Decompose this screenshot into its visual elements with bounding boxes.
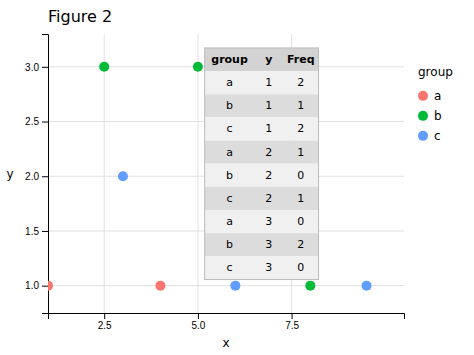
- table-cell: b: [226, 99, 233, 112]
- table-cell: 2: [297, 122, 304, 135]
- y-tick-label: 2.0: [25, 171, 39, 182]
- x-tick-mark: [104, 313, 105, 319]
- table-cell: a: [226, 146, 233, 159]
- table-cell: c: [227, 122, 233, 135]
- legend-title: group: [418, 65, 453, 79]
- x-tick-mark: [292, 313, 293, 319]
- plot: 2.5 5.0 7.5 1.0 1.5 2.0 2.5 3.0 group y Freq a 1 2 b 1 1…: [25, 34, 404, 331]
- table-cell: 3: [265, 261, 272, 274]
- y-tick: 3.0: [25, 62, 48, 73]
- x-tick-label: 2.5: [98, 320, 112, 331]
- point: [193, 62, 203, 72]
- table-border: [205, 48, 319, 280]
- y-tick: 1.0: [25, 280, 48, 291]
- table-row: [205, 187, 319, 210]
- y-tick-mark: [42, 231, 48, 232]
- table-cell: 3: [265, 215, 272, 228]
- points: [48, 62, 372, 291]
- table-row: [205, 210, 319, 233]
- table-cell: c: [227, 261, 233, 274]
- table-cell: a: [226, 76, 233, 89]
- legend-marker: [418, 91, 428, 101]
- table-row: [205, 71, 319, 94]
- table-cell: 3: [265, 238, 272, 251]
- table-cell: 2: [297, 76, 304, 89]
- legend-label: b: [434, 109, 442, 123]
- legend-marker: [418, 131, 428, 141]
- table-cell: a: [226, 215, 233, 228]
- x-tick: 5.0: [191, 313, 205, 331]
- y-axis-line: [42, 35, 49, 314]
- table-cell: 0: [297, 261, 304, 274]
- table-cell: 2: [265, 192, 272, 205]
- chart: 2.5 5.0 7.5 1.0 1.5 2.0 2.5 3.0 group y Freq a 1 2 b 1 1…: [0, 0, 474, 355]
- point: [118, 171, 128, 181]
- y-tick: 1.5: [25, 226, 48, 237]
- point: [305, 281, 315, 291]
- table-cell: 0: [297, 169, 304, 182]
- y-axis: 1.0 1.5 2.0 2.5 3.0: [25, 35, 48, 314]
- table-header-text: y: [265, 53, 272, 66]
- table-cell: b: [226, 169, 233, 182]
- table-header-text: Freq: [287, 53, 315, 66]
- table-cell: 1: [265, 122, 272, 135]
- table-cell: 1: [297, 146, 304, 159]
- x-tick: 2.5: [98, 313, 112, 331]
- point: [48, 281, 53, 291]
- table-row: [205, 117, 319, 140]
- table-row: [205, 256, 319, 279]
- table-cell: 2: [297, 238, 304, 251]
- x-axis-title: x: [222, 336, 229, 350]
- point: [230, 281, 240, 291]
- table-cell: 1: [265, 99, 272, 112]
- y-tick-label: 1.0: [25, 280, 39, 291]
- table-cell: c: [227, 192, 233, 205]
- table-cell: 2: [265, 146, 272, 159]
- point: [99, 62, 109, 72]
- y-tick: 2.5: [25, 116, 48, 127]
- legend-label: a: [434, 89, 441, 103]
- x-tick-mark: [198, 313, 199, 319]
- y-axis-title: y: [6, 167, 13, 181]
- x-tick-label: 7.5: [285, 320, 299, 331]
- legend: group abc: [418, 65, 453, 143]
- y-tick: 2.0: [25, 171, 48, 182]
- y-tick-mark: [42, 176, 48, 177]
- y-tick-label: 1.5: [25, 226, 39, 237]
- table-cell: b: [226, 238, 233, 251]
- legend-label: c: [434, 129, 441, 143]
- grid-line: [104, 34, 105, 313]
- table-cell: 2: [265, 169, 272, 182]
- table-cell: 1: [265, 76, 272, 89]
- point: [155, 281, 165, 291]
- table-cell: 1: [297, 99, 304, 112]
- point: [362, 281, 372, 291]
- grid-line: [197, 34, 198, 313]
- x-axis: 2.5 5.0 7.5: [49, 313, 405, 331]
- table-cell: 0: [297, 215, 304, 228]
- grid-line: [48, 285, 404, 286]
- table-header-text: group: [211, 53, 248, 66]
- table-row: [205, 164, 319, 187]
- title: Figure 2: [48, 7, 112, 26]
- y-tick-label: 3.0: [25, 62, 39, 73]
- x-tick-label: 5.0: [191, 320, 205, 331]
- table-cell: 1: [297, 192, 304, 205]
- x-tick: 7.5: [285, 313, 299, 331]
- y-tick-mark: [42, 122, 48, 123]
- y-tick-label: 2.5: [25, 116, 39, 127]
- table-header: [205, 48, 319, 71]
- grid: [48, 34, 404, 313]
- x-axis-line: [49, 314, 405, 320]
- y-tick-mark: [42, 67, 48, 68]
- table: group y Freq a 1 2 b 1 1 c 1 2 a 2 1 b 2 0 c 2 1 a 3 0 b 3 2 c 3 0: [205, 48, 319, 280]
- y-tick-mark: [42, 286, 48, 287]
- table-row: [205, 141, 319, 164]
- legend-marker: [418, 111, 428, 121]
- table-row: [205, 233, 319, 256]
- table-row: [205, 94, 319, 117]
